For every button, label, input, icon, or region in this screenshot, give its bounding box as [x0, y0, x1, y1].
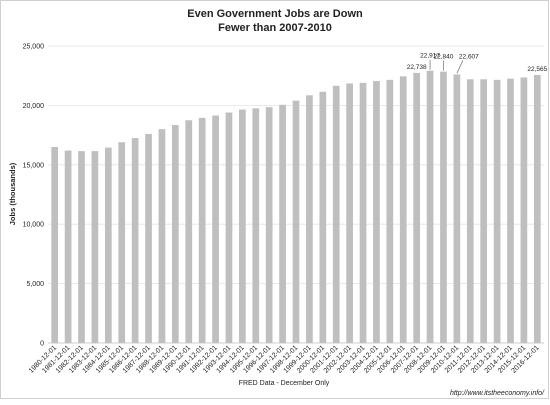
bar: [426, 70, 434, 344]
bar: [507, 78, 514, 344]
y-tick-label: 10,000: [23, 222, 45, 229]
bar: [453, 74, 461, 344]
bar: [440, 71, 447, 343]
bar: [131, 138, 139, 343]
bar: [319, 91, 327, 343]
y-tick-label: 20,000: [23, 103, 45, 110]
bar: [91, 151, 99, 343]
bar: [158, 129, 166, 343]
x-axis-ticks: 1980-12-011981-12-011982-12-011983-12-01…: [28, 344, 541, 374]
bar: [64, 150, 72, 343]
bar: [279, 104, 286, 343]
bar: [225, 112, 233, 343]
bar: [118, 142, 126, 343]
bar: [332, 85, 340, 343]
bar: [292, 100, 300, 343]
bar: [145, 133, 152, 343]
bar: [533, 74, 541, 344]
bar: [306, 95, 313, 343]
bar: [212, 115, 219, 343]
chart-subtitle: Fewer than 2007-2010: [218, 22, 332, 34]
bar: [520, 77, 528, 344]
bar: [480, 79, 488, 343]
data-label: 22,565: [527, 66, 547, 73]
bar: [104, 147, 112, 343]
data-label: 22,607: [459, 53, 479, 60]
label-leader-line: [456, 60, 464, 74]
bar: [399, 76, 407, 343]
bar: [359, 82, 367, 343]
bar: [265, 107, 273, 343]
chart-title: Even Government Jobs are Down: [187, 8, 363, 20]
data-label: 22,840: [434, 54, 454, 61]
y-axis-label: Jobs (thousands): [8, 162, 17, 225]
y-tick-label: 15,000: [23, 162, 45, 169]
x-axis-label: FRED Data - December Only: [239, 380, 330, 387]
bar: [172, 125, 179, 343]
bar: [373, 81, 380, 344]
bar: [493, 79, 501, 343]
bar: [239, 109, 246, 343]
bar: [198, 117, 206, 344]
bar: [252, 108, 260, 344]
bar: [386, 79, 394, 343]
y-tick-label: 5,000: [26, 281, 44, 288]
bar: [185, 120, 193, 343]
bar: [78, 151, 85, 343]
bar: [413, 72, 420, 343]
bar: [346, 83, 353, 343]
source-url: http://www.itstheeconomy.info/: [450, 390, 545, 397]
bar: [466, 79, 474, 343]
y-tick-label: 0: [40, 341, 44, 348]
data-label: 22,738: [407, 64, 427, 71]
y-axis-ticks: 0 5,000 10,000 15,000 20,000 25,000: [23, 44, 45, 348]
bar-series: [51, 70, 541, 344]
bar: [51, 146, 59, 343]
y-tick-label: 25,000: [23, 44, 45, 51]
data-label: 22,917: [420, 53, 440, 60]
